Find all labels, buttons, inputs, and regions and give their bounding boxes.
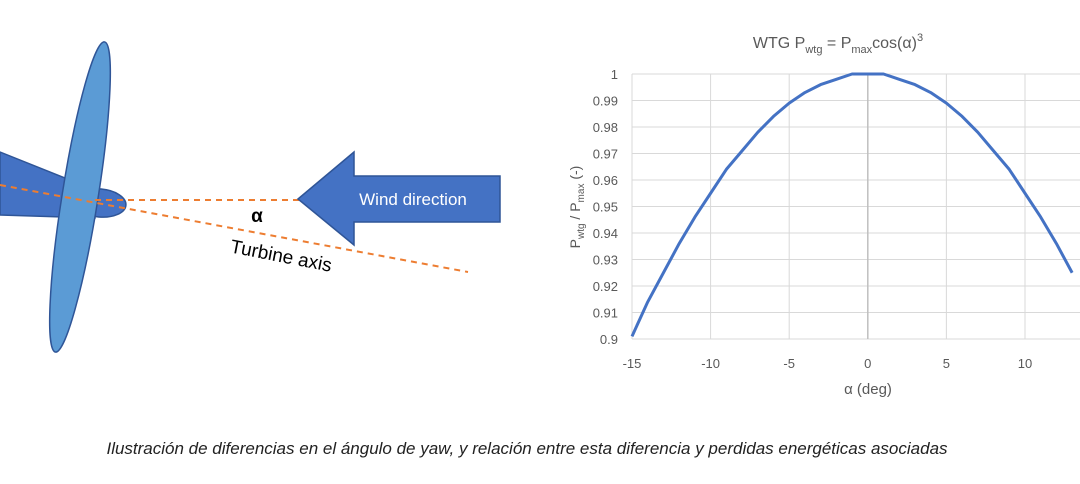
title-part: = P xyxy=(822,35,851,52)
caption: Ilustración de diferencias en el ángulo … xyxy=(106,439,948,458)
y-label-part: (-) xyxy=(567,166,583,184)
y-tick-label: 0.98 xyxy=(593,120,618,135)
axis-label: Turbine axis xyxy=(229,236,334,276)
angle-label: α xyxy=(251,206,263,227)
y-tick-label: 0.9 xyxy=(600,332,618,347)
y-tick-label: 1 xyxy=(611,67,618,82)
y-tick-label: 0.91 xyxy=(593,306,618,321)
x-tick-label: 10 xyxy=(1018,356,1032,371)
y-label-part: wtg xyxy=(576,223,587,240)
chart-title: WTG Pwtg = Pmaxcos(α)3 xyxy=(753,32,923,56)
y-label-part: P xyxy=(567,239,583,248)
title-part: wtg xyxy=(804,44,822,56)
y-label-part: / P xyxy=(567,202,583,223)
title-part: max xyxy=(851,44,872,56)
wind-label: Wind direction xyxy=(359,190,467,209)
turbine-axis-line xyxy=(0,184,469,273)
y-axis-label: Pwtg / Pmax (-) xyxy=(567,166,587,249)
turbine-diagram: Wind direction α Turbine axis xyxy=(0,41,501,353)
plot: 0.9 0.91 0.92 0.93 0.94 0.95 0.96 0.97 0.98 0.99 1… xyxy=(593,67,1080,371)
y-label-part: max xyxy=(576,184,587,203)
y-tick-label: 0.97 xyxy=(593,147,618,162)
y-tick-label: 0.93 xyxy=(593,253,618,268)
y-tick-label: 0.95 xyxy=(593,200,618,215)
x-tick-label: 5 xyxy=(943,356,950,371)
x-tick-label: -5 xyxy=(783,356,795,371)
y-tick-label: 0.99 xyxy=(593,94,618,109)
title-part: cos(α) xyxy=(872,35,917,52)
x-tick-label: -10 xyxy=(701,356,720,371)
title-part: WTG P xyxy=(753,35,805,52)
wind-arrow xyxy=(296,150,501,247)
x-tick-label: -15 xyxy=(623,356,642,371)
title-part: 3 xyxy=(917,32,923,44)
y-tick-label: 0.96 xyxy=(593,173,618,188)
data-line xyxy=(630,72,1074,337)
y-tick-label: 0.94 xyxy=(593,226,618,241)
y-tick-label: 0.92 xyxy=(593,279,618,294)
x-tick-label: 0 xyxy=(864,356,871,371)
x-axis-label: α (deg) xyxy=(844,381,892,398)
